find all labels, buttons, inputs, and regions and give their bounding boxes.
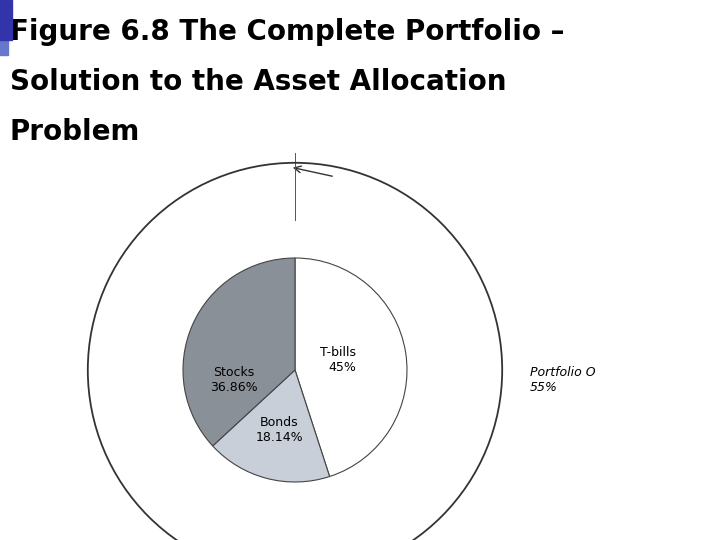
Text: Stocks
36.86%: Stocks 36.86% — [210, 366, 258, 394]
Wedge shape — [295, 258, 407, 476]
Text: T-bills
45%: T-bills 45% — [320, 346, 356, 374]
Text: Solution to the Asset Allocation: Solution to the Asset Allocation — [10, 68, 506, 96]
Text: Bonds
18.14%: Bonds 18.14% — [256, 416, 303, 444]
Text: Figure 6.8 The Complete Portfolio –: Figure 6.8 The Complete Portfolio – — [10, 18, 564, 46]
Text: Problem: Problem — [10, 118, 140, 146]
Text: Portfolio O
55%: Portfolio O 55% — [530, 366, 595, 394]
Wedge shape — [183, 258, 295, 446]
Bar — [0, 0, 8, 55]
Wedge shape — [212, 370, 330, 482]
Bar — [0, 0, 12, 40]
